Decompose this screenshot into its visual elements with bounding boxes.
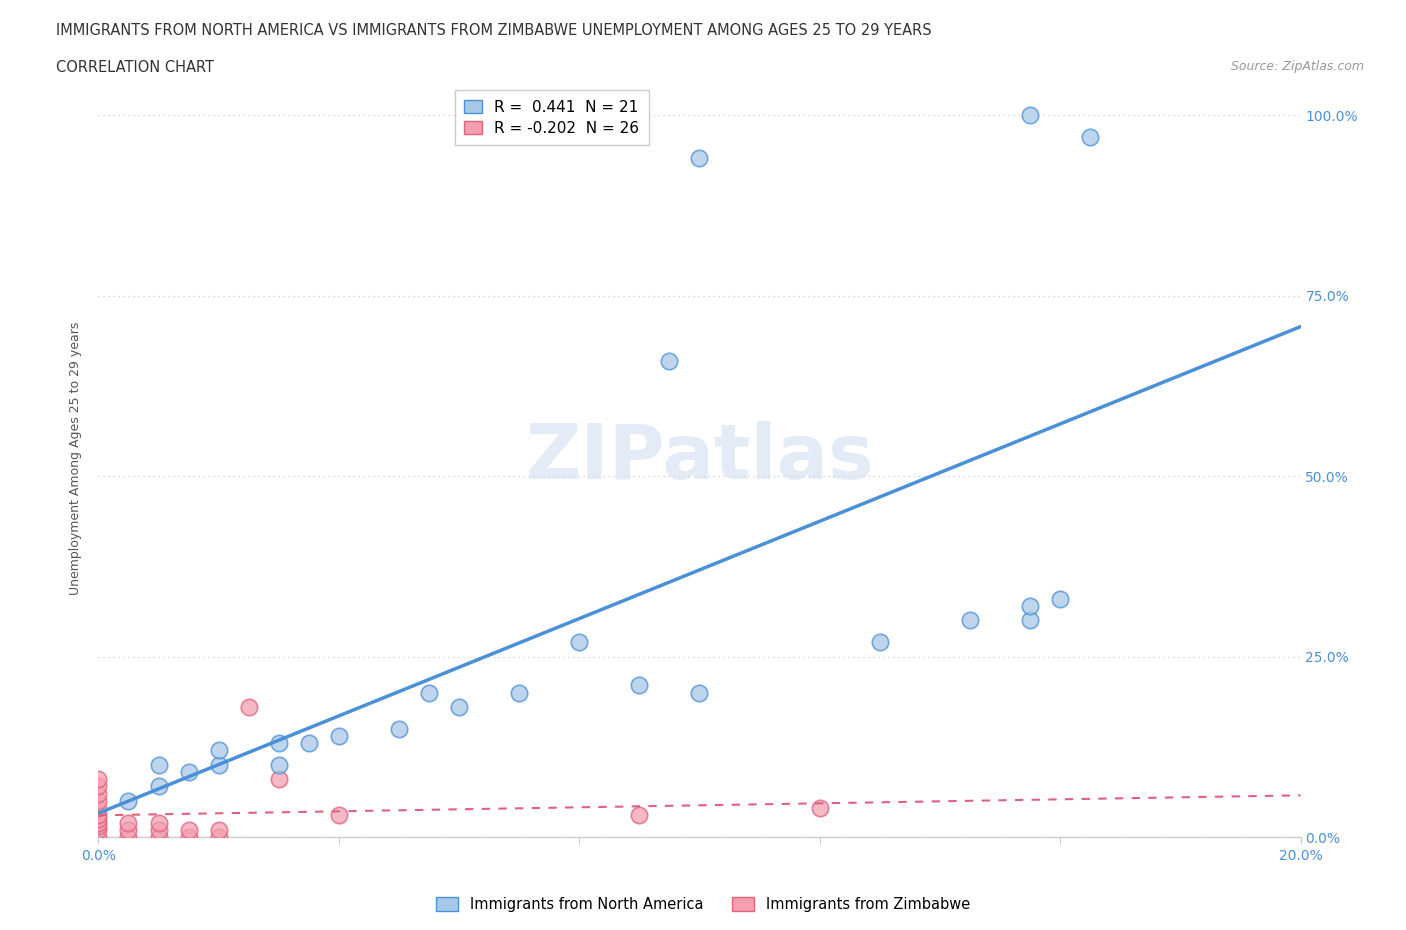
Point <box>238 699 260 714</box>
Point <box>87 808 110 823</box>
Point <box>267 736 290 751</box>
Point <box>148 815 170 830</box>
Point <box>628 808 651 823</box>
Point <box>208 757 231 772</box>
Point <box>87 793 110 808</box>
Point <box>148 779 170 794</box>
Point <box>87 815 110 830</box>
Point <box>328 728 350 743</box>
Point <box>447 699 470 714</box>
Legend: R =  0.441  N = 21, R = -0.202  N = 26: R = 0.441 N = 21, R = -0.202 N = 26 <box>454 90 648 145</box>
Point <box>959 613 981 628</box>
Point <box>1049 591 1071 606</box>
Point <box>87 822 110 837</box>
Point <box>87 801 110 816</box>
Point <box>148 757 170 772</box>
Point <box>267 757 290 772</box>
Point <box>1078 129 1101 144</box>
Point <box>177 764 200 779</box>
Point <box>208 822 231 837</box>
Y-axis label: Unemployment Among Ages 25 to 29 years: Unemployment Among Ages 25 to 29 years <box>69 322 83 594</box>
Point <box>1019 613 1042 628</box>
Point <box>117 822 139 837</box>
Point <box>87 772 110 787</box>
Point <box>87 818 110 833</box>
Text: ZIPatlas: ZIPatlas <box>526 421 873 495</box>
Point <box>388 722 411 737</box>
Point <box>148 822 170 837</box>
Point <box>87 812 110 827</box>
Point <box>508 685 530 700</box>
Point <box>689 151 711 166</box>
Text: CORRELATION CHART: CORRELATION CHART <box>56 60 214 75</box>
Point <box>117 815 139 830</box>
Point <box>87 786 110 801</box>
Point <box>869 634 891 649</box>
Point <box>628 678 651 693</box>
Point <box>87 779 110 794</box>
Point <box>208 830 231 844</box>
Point <box>689 685 711 700</box>
Point <box>808 801 831 816</box>
Point <box>177 830 200 844</box>
Point <box>298 736 321 751</box>
Point <box>148 830 170 844</box>
Point <box>418 685 440 700</box>
Point <box>117 830 139 844</box>
Text: Source: ZipAtlas.com: Source: ZipAtlas.com <box>1230 60 1364 73</box>
Point <box>1019 599 1042 614</box>
Text: IMMIGRANTS FROM NORTH AMERICA VS IMMIGRANTS FROM ZIMBABWE UNEMPLOYMENT AMONG AGE: IMMIGRANTS FROM NORTH AMERICA VS IMMIGRA… <box>56 23 932 38</box>
Point <box>117 793 139 808</box>
Point <box>267 772 290 787</box>
Point <box>87 830 110 844</box>
Point <box>328 808 350 823</box>
Point <box>208 743 231 758</box>
Point <box>658 353 681 368</box>
Legend: Immigrants from North America, Immigrants from Zimbabwe: Immigrants from North America, Immigrant… <box>430 891 976 918</box>
Point <box>177 822 200 837</box>
Point <box>568 634 591 649</box>
Point <box>1019 108 1042 123</box>
